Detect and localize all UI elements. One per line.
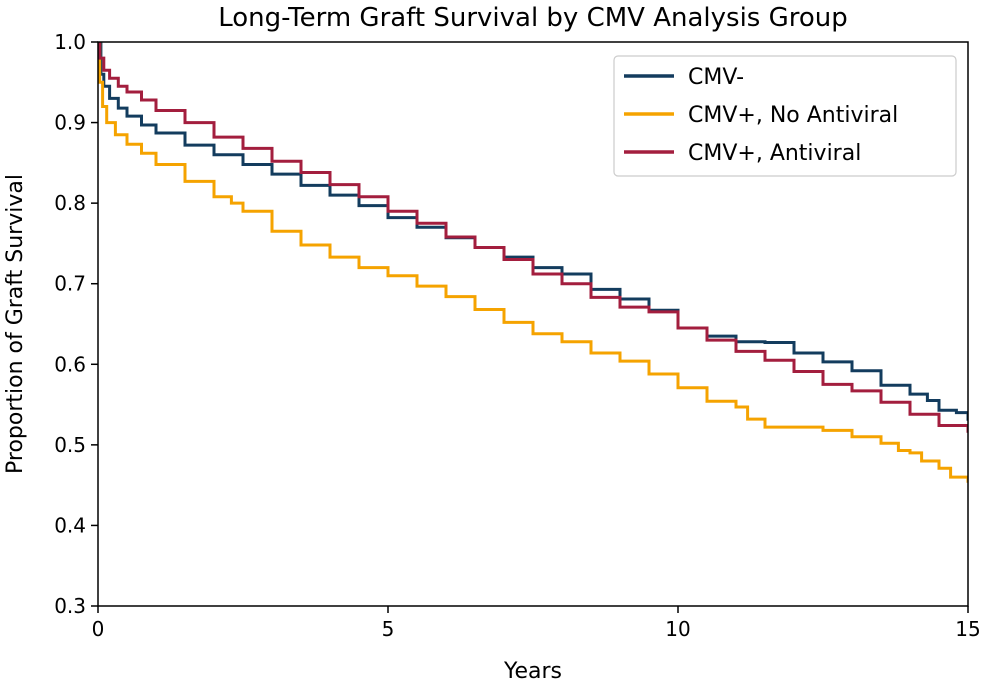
x-axis: 0 5 10 15	[92, 606, 981, 641]
y-axis: 0.3 0.4 0.5 0.6 0.7 0.8 0.9 1.0	[54, 30, 98, 618]
legend-label: CMV+, Antiviral	[688, 141, 861, 166]
legend-box	[613, 55, 957, 177]
series-line-3	[98, 42, 968, 433]
plot-area	[97, 41, 969, 607]
y-tick-label: 1.0	[54, 30, 86, 54]
chart-title: Long-Term Graft Survival by CMV Analysis…	[218, 3, 848, 33]
series-layer	[98, 42, 968, 483]
x-tick-label: 0	[92, 617, 105, 641]
x-tick-label: 5	[382, 617, 395, 641]
y-tick-label: 0.4	[54, 513, 86, 537]
legend-label: CMV+, No Antiviral	[688, 103, 898, 128]
plot-frame	[97, 41, 969, 607]
y-tick-label: 0.9	[54, 111, 86, 135]
y-tick-label: 0.7	[54, 272, 86, 296]
legend: CMV- CMV+, No Antiviral CMV+, Antiviral	[613, 55, 957, 177]
y-axis-label: Proportion of Graft Survival	[3, 174, 28, 474]
legend-label: CMV-	[688, 65, 744, 90]
series-line-2	[98, 42, 968, 483]
y-tick-label: 0.5	[54, 433, 86, 457]
x-tick-label: 15	[955, 617, 980, 641]
y-tick-label: 0.8	[54, 191, 86, 215]
x-axis-label: Years	[503, 659, 562, 684]
y-tick-label: 0.3	[54, 594, 86, 618]
x-tick-label: 10	[665, 617, 690, 641]
y-tick-label: 0.6	[54, 352, 86, 376]
